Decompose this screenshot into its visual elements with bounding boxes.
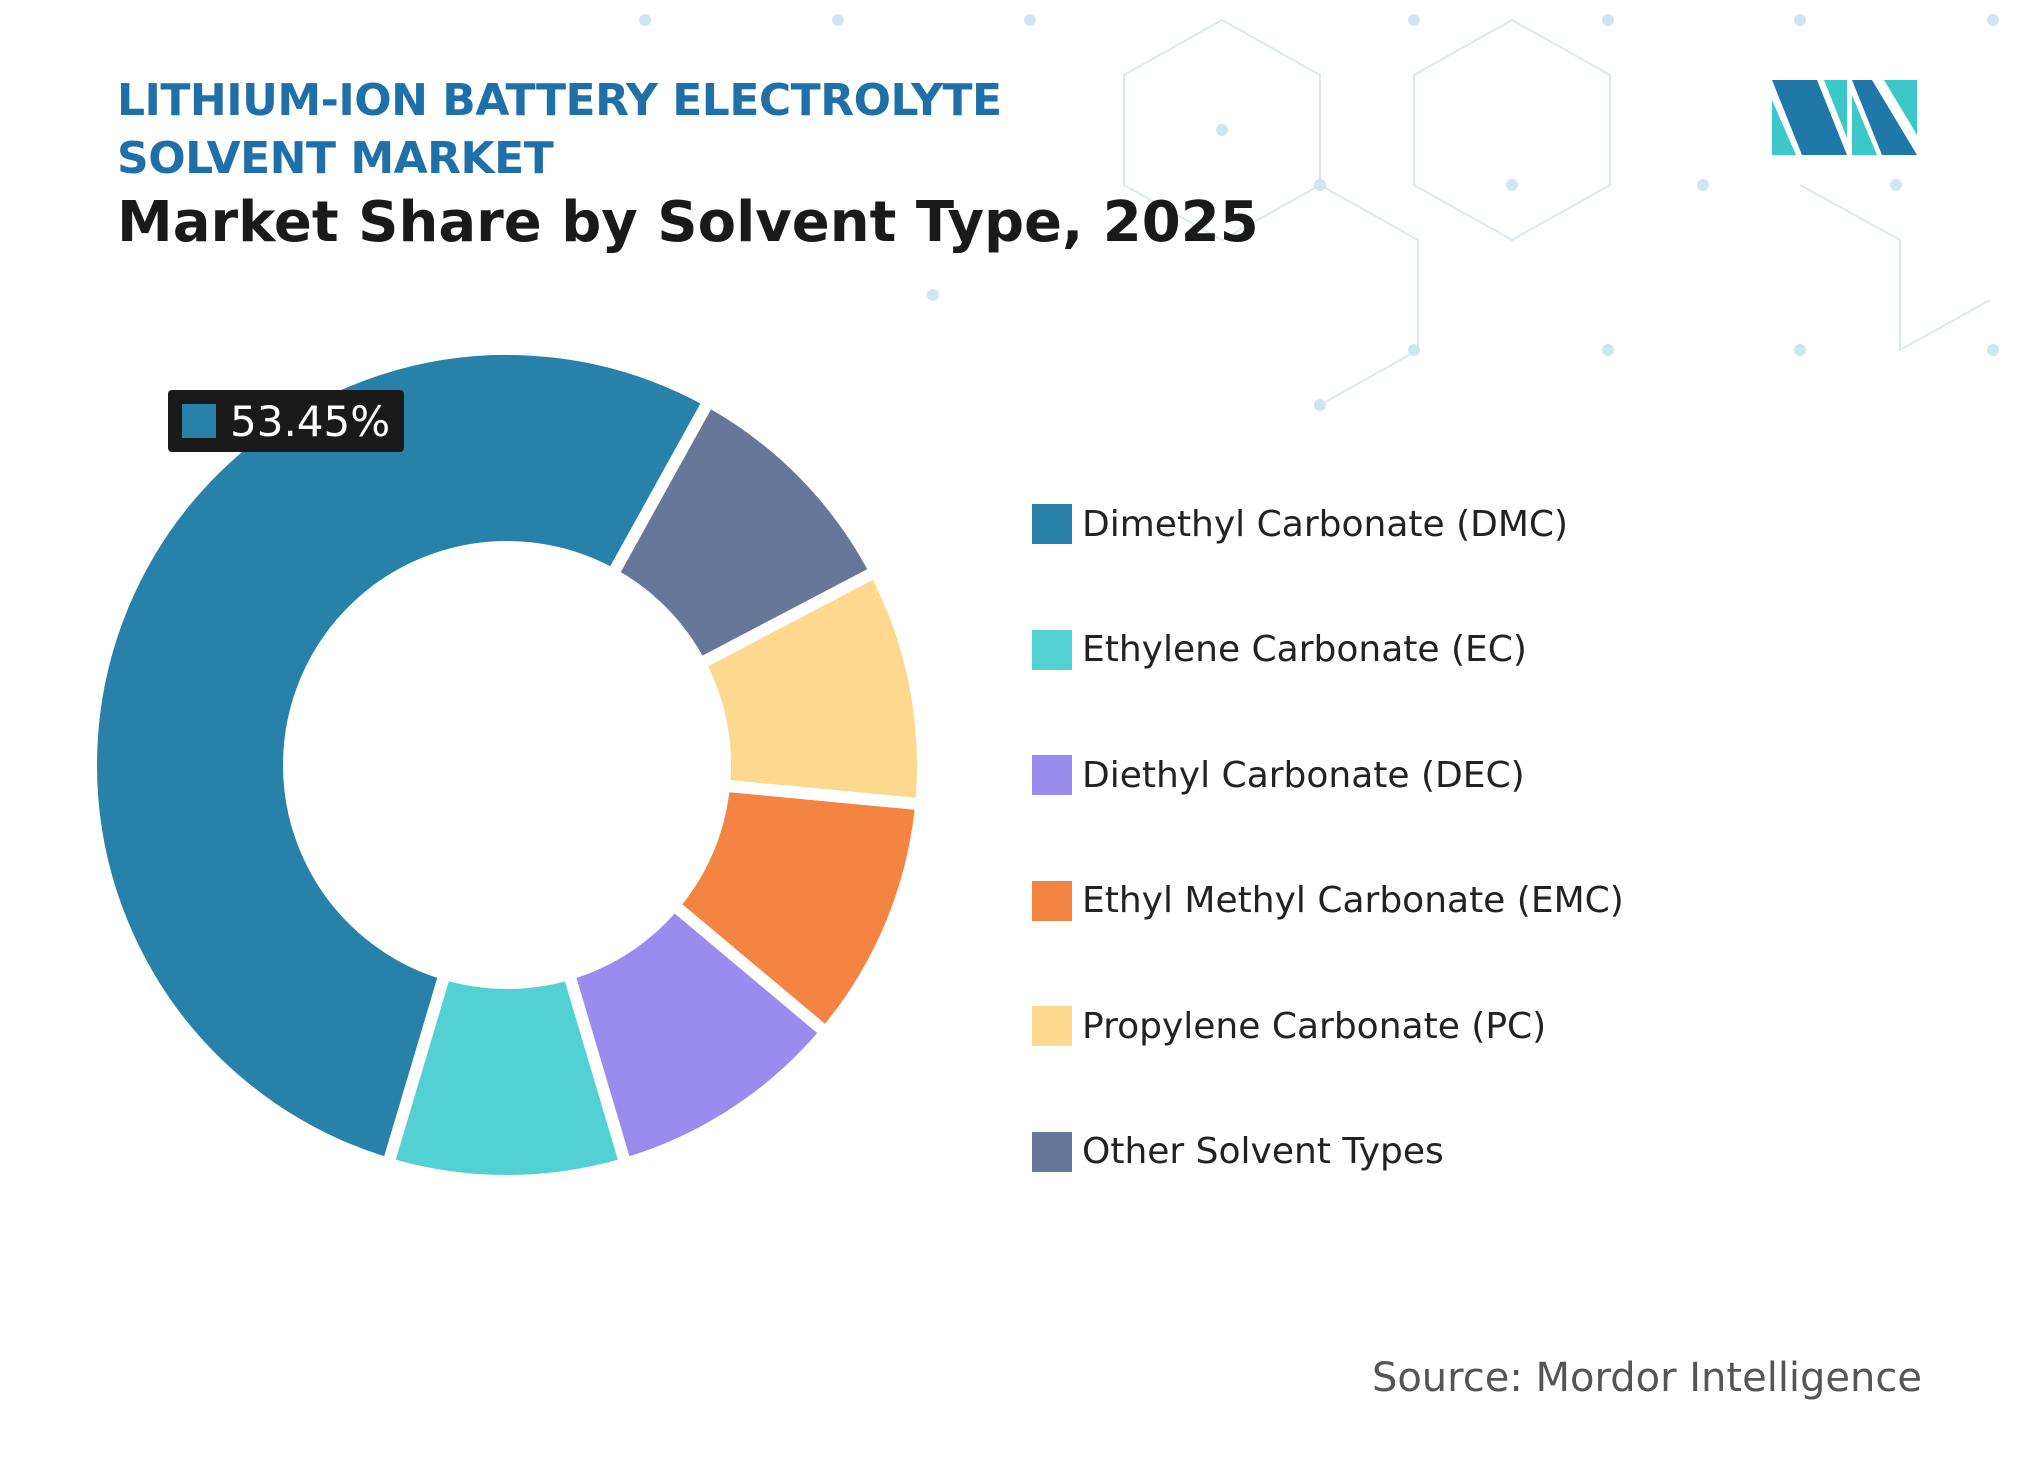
value-label-text: 53.45%: [230, 396, 391, 446]
legend-item: Dimethyl Carbonate (DMC): [1032, 503, 1569, 545]
legend-item: Ethyl Methyl Carbonate (EMC): [1032, 880, 1624, 921]
legend-swatch: [1032, 1131, 1072, 1172]
legend-item: Ethylene Carbonate (EC): [1032, 629, 1527, 670]
legend-swatch: [1032, 755, 1072, 795]
donut-chart: [85, 343, 929, 1187]
legend-swatch: [1032, 504, 1072, 544]
legend-label: Other Solvent Types: [1082, 1131, 1444, 1172]
value-label: 53.45%: [168, 390, 405, 452]
legend-item: Propylene Carbonate (PC): [1032, 1005, 1547, 1047]
logo: [1772, 80, 1917, 155]
legend-swatch: [1032, 1006, 1072, 1046]
legend-label: Propylene Carbonate (PC): [1082, 1005, 1547, 1047]
background-pattern: [639, 14, 1999, 411]
source-note: Source: Mordor Intelligence: [1371, 1355, 1922, 1401]
legend-swatch: [1032, 880, 1072, 921]
legend-label: Ethyl Methyl Carbonate (EMC): [1082, 880, 1624, 921]
legend-item: Other Solvent Types: [1032, 1131, 1444, 1172]
legend-label: Diethyl Carbonate (DEC): [1082, 754, 1525, 796]
legend-item: Diethyl Carbonate (DEC): [1032, 754, 1525, 796]
value-label-swatch: [182, 404, 216, 438]
chart-title: LITHIUM-ION BATTERY ELECTROLYTE SOLVENT …: [117, 75, 1002, 184]
legend-swatch: [1032, 629, 1072, 670]
chart-subtitle: Market Share by Solvent Type, 2025: [117, 190, 1259, 255]
donut-slice: [604, 392, 884, 672]
legend-label: Ethylene Carbonate (EC): [1082, 629, 1527, 670]
legend-label: Dimethyl Carbonate (DMC): [1082, 503, 1569, 545]
